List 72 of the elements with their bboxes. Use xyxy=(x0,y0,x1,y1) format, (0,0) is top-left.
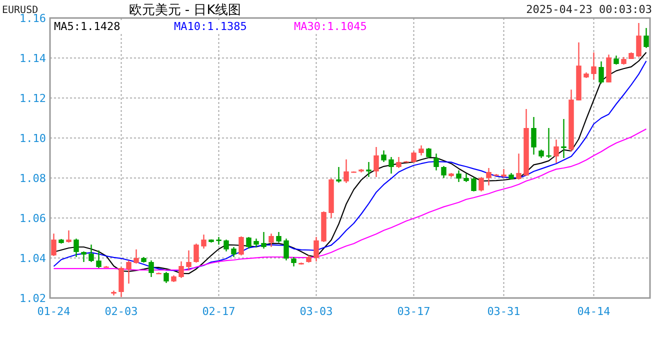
candlestick xyxy=(426,147,432,159)
candlestick xyxy=(344,158,349,184)
candlestick xyxy=(96,250,102,269)
candlestick xyxy=(276,231,282,244)
candlestick xyxy=(74,238,79,258)
y-tick-label: 1.14 xyxy=(20,52,46,65)
candlestick xyxy=(366,161,372,178)
candlestick xyxy=(434,153,439,171)
candlestick xyxy=(501,168,506,178)
y-tick-label: 1.08 xyxy=(20,172,46,185)
candlestick xyxy=(126,260,132,284)
candlestick xyxy=(164,271,169,284)
candlestick xyxy=(418,144,424,156)
text: MA5:1.1428 xyxy=(54,20,120,33)
candlestick xyxy=(238,236,244,256)
candlestick xyxy=(644,27,649,49)
candlestick xyxy=(261,231,266,250)
candlestick xyxy=(478,176,484,192)
x-tick-label: 02-17 xyxy=(202,305,236,318)
candlestick xyxy=(134,248,139,264)
candlestick xyxy=(66,230,72,244)
candlestick xyxy=(268,233,274,248)
text: MA30:1.1045 xyxy=(294,20,367,33)
y-tick-label: 1.04 xyxy=(20,252,46,265)
candlestick xyxy=(314,236,319,262)
candlestick xyxy=(81,250,86,263)
candlestick xyxy=(591,52,596,80)
y-tick-label: 1.02 xyxy=(20,292,46,305)
candlestick xyxy=(561,118,566,159)
candlestick xyxy=(118,266,124,298)
candlestick xyxy=(516,153,522,180)
candlestick xyxy=(381,150,386,163)
y-tick-label: 1.12 xyxy=(20,92,46,105)
x-tick-label: 01-24 xyxy=(37,305,71,318)
x-tick-label: 03-31 xyxy=(487,305,520,318)
candlestick xyxy=(291,256,296,267)
candlestick xyxy=(201,234,206,250)
candlestick xyxy=(194,243,199,264)
chart-title: 欧元美元 - 日K线图 xyxy=(128,2,242,18)
candlestick xyxy=(148,260,154,278)
candlestick xyxy=(636,22,642,58)
candlestick xyxy=(284,238,289,261)
candlestick xyxy=(336,166,342,184)
candlestick xyxy=(51,233,56,257)
x-tick-label: 02-03 xyxy=(104,305,138,318)
candlestick xyxy=(88,244,94,263)
text: MA10:1.1385 xyxy=(174,20,247,33)
y-tick-label: 1.06 xyxy=(20,212,46,225)
candlestick xyxy=(374,146,379,178)
text: 2025-04-23 00:03:03 xyxy=(526,3,652,16)
candlestick xyxy=(224,239,229,252)
candlestick xyxy=(216,236,222,246)
x-tick-label: 04-14 xyxy=(577,305,611,318)
candlestick xyxy=(554,139,559,164)
candlestick xyxy=(441,165,446,179)
candlestick xyxy=(178,260,184,279)
candlestick xyxy=(456,170,462,183)
candlestick xyxy=(598,60,604,84)
candlestick xyxy=(231,246,236,258)
candlestick xyxy=(486,167,492,186)
y-tick-label: 1.10 xyxy=(20,132,46,145)
candlestick xyxy=(246,236,252,250)
candlestick xyxy=(531,116,536,156)
candlestick xyxy=(471,176,476,192)
x-tick-label: 03-03 xyxy=(300,305,333,318)
y-tick-label: 1.16 xyxy=(20,12,46,25)
candlestick xyxy=(111,290,116,296)
candlestick xyxy=(388,156,394,174)
x-tick-label: 03-17 xyxy=(397,305,430,318)
candlestick xyxy=(411,150,416,164)
candlestick xyxy=(396,156,402,169)
candlestick xyxy=(186,250,192,271)
